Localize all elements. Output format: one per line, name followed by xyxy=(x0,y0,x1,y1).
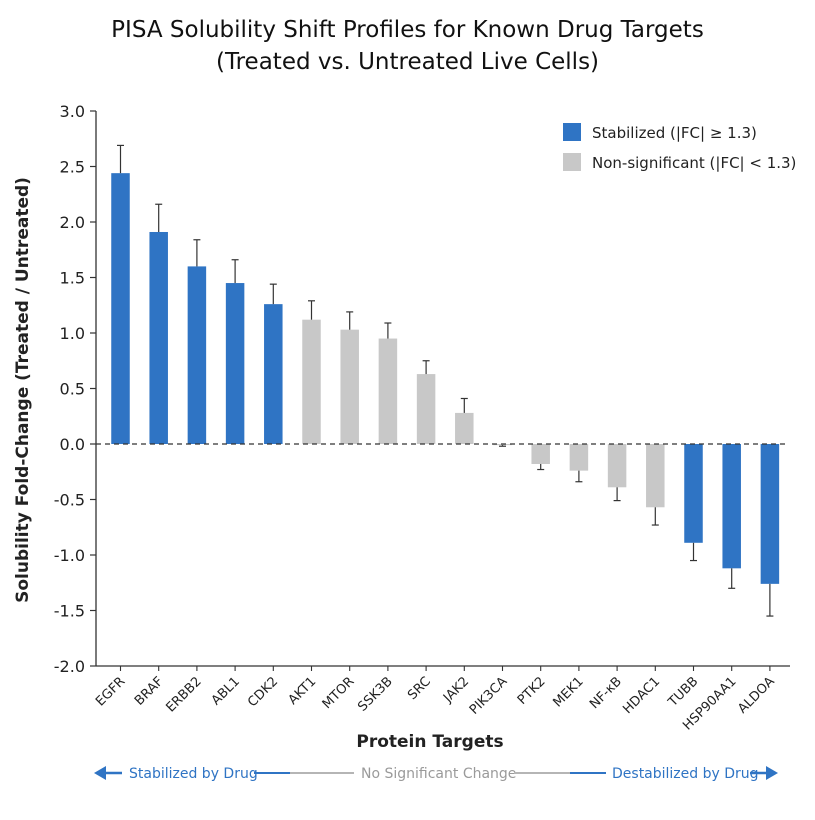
bar xyxy=(722,444,741,569)
error-bars-layer xyxy=(117,144,774,617)
bar xyxy=(684,444,703,543)
legend-swatch-stabilized xyxy=(563,123,581,141)
y-tick-label: 1.0 xyxy=(60,324,85,343)
x-tick-label: EGFR xyxy=(93,674,128,709)
bar xyxy=(416,374,436,444)
bar xyxy=(225,283,245,444)
chart-title: PISA Solubility Shift Profiles for Known… xyxy=(0,14,815,78)
bar xyxy=(149,231,168,444)
y-tick-label: 3.0 xyxy=(60,102,85,121)
chart-title-line-1: PISA Solubility Shift Profiles for Known… xyxy=(111,17,704,43)
x-tick-label: MTOR xyxy=(320,674,358,712)
chart-title-line-2: (Treated vs. Untreated Live Cells) xyxy=(215,49,600,75)
y-tick-label: 2.0 xyxy=(60,213,85,232)
bar xyxy=(340,329,359,444)
bars-layer xyxy=(111,173,780,584)
y-tick-label: -0.5 xyxy=(54,491,85,510)
legend: Stabilized (|FC| ≥ 1.3) Non-significant … xyxy=(563,123,796,172)
y-tick-label: 2.5 xyxy=(60,158,85,177)
x-tick-label: PIK3CA xyxy=(467,674,511,718)
y-ticks-layer: 3.0 2.5 2.0 1.5 1.0 0.5 0.0 -0.5 -1.0 -1.5 -2.0 xyxy=(54,102,96,676)
right-arrow-icon xyxy=(766,766,778,780)
y-axis-title: Solubility Fold-Change (Treated / Untrea… xyxy=(13,177,33,603)
legend-label-stabilized: Stabilized (|FC| ≥ 1.3) xyxy=(592,124,757,142)
annotation-no-significant-change: No Significant Change xyxy=(361,766,516,782)
x-tick-label: CDK2 xyxy=(245,674,281,710)
bar xyxy=(455,412,474,444)
x-axis-title: Protein Targets xyxy=(356,732,503,752)
y-tick-label: 0.5 xyxy=(60,380,85,399)
x-tick-label: ABL1 xyxy=(209,674,243,708)
x-tick-label: PTK2 xyxy=(515,674,549,708)
x-tick-label: SRC xyxy=(405,674,434,703)
legend-label-non-significant: Non-significant (|FC| < 1.3) xyxy=(592,154,796,172)
x-tick-label: AKT1 xyxy=(286,674,320,708)
x-tick-label: TUBB xyxy=(665,674,701,710)
x-tick-label: MEK1 xyxy=(551,674,587,710)
y-tick-label: -1.5 xyxy=(54,602,85,621)
y-tick-label: -2.0 xyxy=(54,657,85,676)
x-tick-label: SSK3B xyxy=(355,674,395,714)
x-tick-label: JAK2 xyxy=(440,674,472,706)
bar xyxy=(264,304,283,444)
bar xyxy=(569,444,589,471)
legend-swatch-non-significant xyxy=(563,153,581,171)
y-tick-label: -1.0 xyxy=(54,546,85,565)
y-tick-label: 0.0 xyxy=(60,435,85,454)
bar xyxy=(111,173,130,444)
direction-annotation: Stabilized by Drug No Significant Change… xyxy=(94,766,778,782)
bar xyxy=(302,319,321,444)
bar xyxy=(187,266,207,444)
x-tick-label: ALDOA xyxy=(735,674,778,717)
x-tick-label: HDAC1 xyxy=(620,674,663,717)
annotation-destabilized-by-drug: Destabilized by Drug xyxy=(612,766,759,782)
bar xyxy=(760,444,780,584)
bar xyxy=(378,338,398,444)
bar xyxy=(531,444,550,464)
annotation-stabilized-by-drug: Stabilized by Drug xyxy=(129,766,258,782)
y-tick-label: 1.5 xyxy=(60,269,85,288)
x-tick-label: BRAF xyxy=(132,674,167,709)
left-arrow-icon xyxy=(94,766,106,780)
bar xyxy=(607,444,627,488)
bar xyxy=(646,444,665,508)
x-tick-label: ERBB2 xyxy=(163,674,204,715)
